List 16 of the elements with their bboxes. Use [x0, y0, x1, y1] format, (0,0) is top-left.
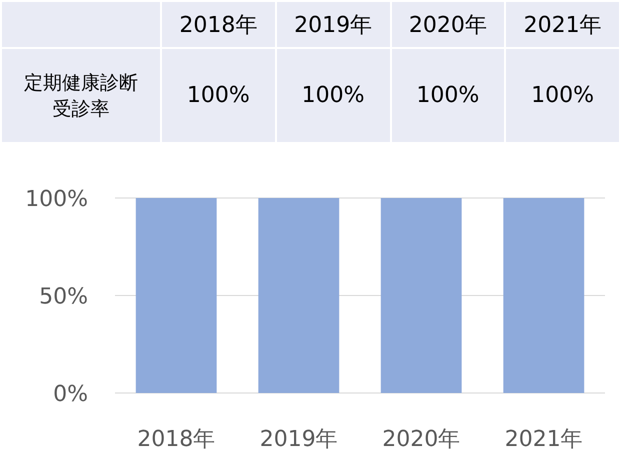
y-tick-label: 0% — [53, 382, 88, 407]
data-label: 100% — [505, 48, 620, 143]
category-label: 2020年 — [408, 12, 487, 38]
data-label: 100% — [161, 48, 276, 143]
category-label: 2021年 — [524, 12, 602, 38]
x-tick-label: 2021年 — [504, 427, 583, 452]
x-tick-label: 2020年 — [382, 427, 460, 452]
y-tick-label: 50% — [39, 284, 88, 310]
text: 定期健康診断受診率 — [1, 48, 161, 143]
x-tick-label: 2018年 — [137, 427, 216, 452]
data-label: 100% — [276, 48, 390, 143]
category-label: 2018年 — [179, 12, 258, 38]
x-tick-label: 2019年 — [260, 427, 338, 452]
data-label: 100% — [390, 48, 506, 143]
category-label: 2019年 — [294, 12, 372, 38]
y-tick-label: 100% — [25, 187, 88, 212]
